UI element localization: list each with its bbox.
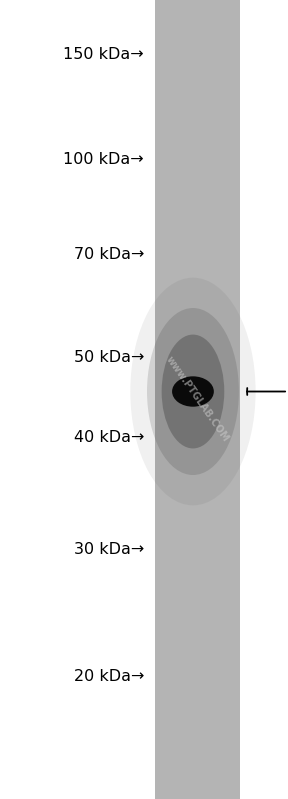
Text: 20 kDa→: 20 kDa→ — [74, 670, 144, 684]
Text: 100 kDa→: 100 kDa→ — [63, 153, 144, 167]
Ellipse shape — [162, 335, 224, 448]
Ellipse shape — [172, 376, 214, 407]
Text: 150 kDa→: 150 kDa→ — [63, 47, 144, 62]
Text: 30 kDa→: 30 kDa→ — [74, 543, 144, 557]
Text: 40 kDa→: 40 kDa→ — [74, 430, 144, 444]
Ellipse shape — [147, 308, 239, 475]
Text: 70 kDa→: 70 kDa→ — [74, 247, 144, 261]
Bar — [155, 0, 240, 799]
Text: 50 kDa→: 50 kDa→ — [74, 350, 144, 364]
Ellipse shape — [130, 278, 256, 505]
Text: www.PTGLAB.COM: www.PTGLAB.COM — [164, 355, 231, 444]
